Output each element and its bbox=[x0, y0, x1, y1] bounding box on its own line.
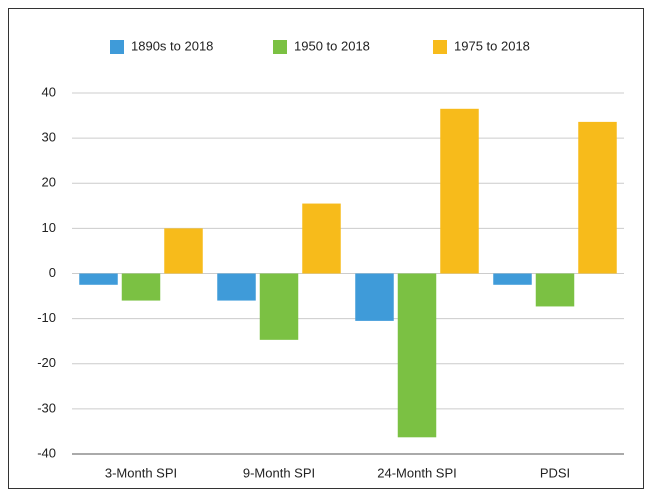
y-tick-label: 20 bbox=[42, 175, 56, 190]
bar bbox=[535, 273, 575, 307]
x-tick-label: PDSI bbox=[540, 465, 570, 480]
y-tick-label: 0 bbox=[49, 265, 56, 280]
x-tick-label: 9-Month SPI bbox=[243, 465, 315, 480]
y-tick-label: -10 bbox=[37, 310, 56, 325]
y-tick-label: -40 bbox=[37, 445, 56, 460]
bar bbox=[217, 273, 256, 301]
y-tick-label: -30 bbox=[37, 400, 56, 415]
bar bbox=[79, 273, 118, 285]
bar bbox=[355, 273, 394, 321]
x-tick-label: 24-Month SPI bbox=[377, 465, 457, 480]
legend-label: 1950 to 2018 bbox=[294, 38, 370, 53]
bar bbox=[121, 273, 161, 301]
bar bbox=[440, 108, 479, 274]
legend-label: 1975 to 2018 bbox=[454, 38, 530, 53]
bar bbox=[493, 273, 532, 285]
y-tick-label: 30 bbox=[42, 130, 56, 145]
y-tick-label: -20 bbox=[37, 355, 56, 370]
bar bbox=[259, 273, 299, 340]
y-tick-label: 10 bbox=[42, 220, 56, 235]
bar bbox=[164, 228, 203, 274]
legend-swatch bbox=[433, 40, 447, 54]
legend-swatch bbox=[273, 40, 287, 54]
legend-swatch bbox=[110, 40, 124, 54]
bar bbox=[578, 121, 617, 274]
x-tick-label: 3-Month SPI bbox=[105, 465, 177, 480]
bar bbox=[302, 203, 341, 274]
legend-label: 1890s to 2018 bbox=[131, 38, 213, 53]
y-tick-label: 40 bbox=[42, 84, 56, 99]
bar bbox=[397, 273, 437, 438]
